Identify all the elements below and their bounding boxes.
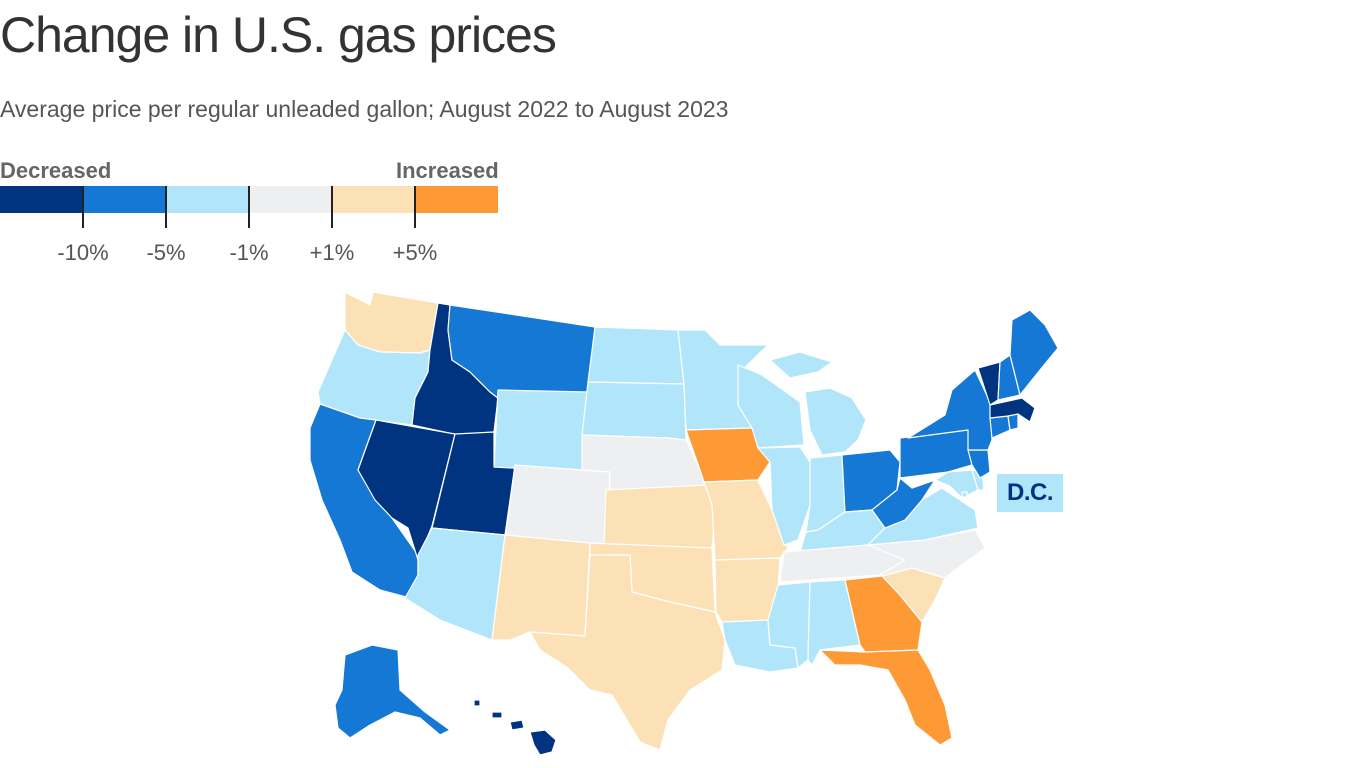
legend-tick: [414, 186, 416, 228]
state-NC[interactable]: [867, 529, 986, 579]
legend-tick-label: -1%: [229, 240, 269, 265]
state-CT[interactable]: [989, 415, 1011, 439]
legend-swatch-dec10: [0, 186, 83, 213]
state-SD[interactable]: [581, 381, 687, 441]
state-WI[interactable]: [737, 364, 805, 449]
legend-color-bar: [0, 186, 498, 213]
state-MA[interactable]: [989, 397, 1036, 423]
legend-decreased-label: Decreased: [0, 158, 112, 183]
state-CO[interactable]: [504, 464, 611, 549]
legend-tick: [165, 186, 167, 228]
state-ND[interactable]: [587, 326, 685, 385]
state-AK[interactable]: [334, 644, 451, 739]
legend-tick: [248, 186, 250, 228]
legend-swatch-dec1: [166, 186, 249, 213]
chart-subtitle: Average price per regular unleaded gallo…: [0, 96, 729, 122]
state-IL[interactable]: [757, 446, 811, 546]
legend-tick-label: -5%: [146, 240, 186, 265]
legend-tick-label: +1%: [309, 240, 355, 265]
legend-swatch-dec5: [83, 186, 166, 213]
legend-increased-label: Increased: [396, 158, 499, 183]
state-KS[interactable]: [603, 484, 717, 549]
legend-swatch-flat: [249, 186, 332, 213]
chart-title: Change in U.S. gas prices: [0, 7, 557, 63]
legend-swatch-inc5: [415, 186, 498, 213]
state-HI[interactable]: [473, 699, 557, 756]
state-TX[interactable]: [529, 554, 726, 751]
legend-tick: [82, 186, 84, 228]
state-NM[interactable]: [491, 534, 591, 641]
state-DC[interactable]: [961, 491, 968, 498]
legend-tick-label: -10%: [57, 240, 109, 265]
state-RI[interactable]: [1007, 413, 1019, 431]
dc-label: D.C.: [997, 474, 1063, 512]
legend-swatch-inc1: [332, 186, 415, 213]
state-ME[interactable]: [1009, 309, 1059, 396]
legend-tick: [331, 186, 333, 228]
state-WA[interactable]: [344, 291, 439, 354]
state-FL[interactable]: [819, 649, 953, 746]
legend-tick-label: +5%: [392, 240, 438, 265]
state-MI[interactable]: [769, 351, 867, 456]
state-WY[interactable]: [493, 389, 589, 473]
